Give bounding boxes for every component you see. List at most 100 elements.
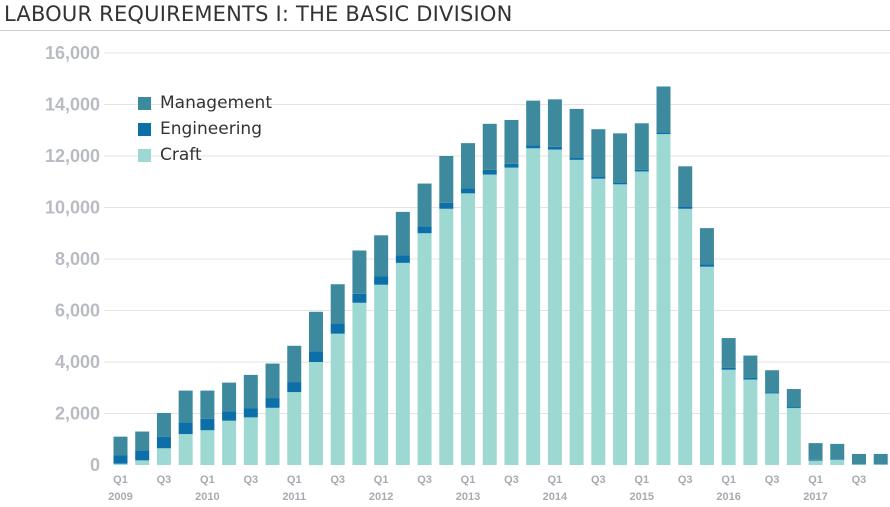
x-tick-label: Q1 bbox=[461, 474, 476, 486]
x-year-label: 2010 bbox=[195, 491, 219, 503]
x-tick-label: Q3 bbox=[852, 474, 867, 486]
bar-engineering bbox=[482, 169, 497, 175]
bar-management bbox=[743, 355, 758, 378]
legend: Management Engineering Craft bbox=[138, 90, 272, 168]
legend-swatch bbox=[138, 96, 151, 110]
bar-management bbox=[265, 363, 280, 399]
legend-item-management: Management bbox=[138, 90, 272, 116]
bar-management bbox=[547, 99, 562, 147]
legend-label: Craft bbox=[160, 145, 202, 165]
bar-craft bbox=[243, 417, 258, 465]
bar-craft bbox=[504, 167, 519, 465]
x-year-label: 2013 bbox=[456, 491, 480, 503]
bar-craft bbox=[156, 448, 171, 465]
bar-engineering bbox=[308, 351, 323, 362]
bar-craft bbox=[526, 148, 541, 465]
bar-craft bbox=[222, 420, 237, 465]
bar-management bbox=[439, 156, 454, 203]
y-tick-label: 2,000 bbox=[55, 404, 100, 424]
bar-management bbox=[873, 453, 888, 465]
bar-engineering bbox=[721, 367, 736, 370]
bar-craft bbox=[395, 262, 410, 465]
x-year-label: 2009 bbox=[108, 491, 132, 503]
bar-engineering bbox=[265, 398, 280, 408]
legend-swatch bbox=[138, 148, 151, 162]
y-tick-label: 16,000 bbox=[45, 43, 100, 63]
x-year-label: 2014 bbox=[543, 491, 568, 503]
bar-management bbox=[699, 228, 714, 265]
y-tick-label: 14,000 bbox=[45, 95, 100, 115]
bar-craft bbox=[743, 379, 758, 465]
bar-craft bbox=[634, 171, 649, 465]
bar-engineering bbox=[417, 226, 432, 234]
x-tick-label: Q3 bbox=[417, 474, 432, 486]
title-divider bbox=[0, 30, 890, 31]
bar-management bbox=[678, 166, 693, 207]
bar-engineering bbox=[504, 163, 519, 168]
bar-engineering bbox=[395, 255, 410, 263]
bar-craft bbox=[786, 408, 801, 465]
bar-management bbox=[461, 143, 476, 189]
x-tick-label: Q3 bbox=[765, 474, 780, 486]
x-tick-label: Q3 bbox=[591, 474, 606, 486]
chart-title: LABOUR REQUIREMENTS I: THE BASIC DIVISIO… bbox=[4, 2, 513, 26]
y-tick-label: 12,000 bbox=[45, 146, 100, 166]
bar-engineering bbox=[808, 459, 823, 461]
bar-management bbox=[786, 389, 801, 408]
bar-management bbox=[830, 443, 845, 460]
bar-craft bbox=[808, 460, 823, 465]
y-axis-ticks: 0 2,000 4,000 6,000 8,000 10,000 12,000 14,000 1… bbox=[45, 43, 100, 475]
bar-engineering bbox=[178, 422, 193, 435]
bar-management bbox=[330, 284, 345, 324]
bar-engineering bbox=[634, 169, 649, 172]
x-tick-label: Q1 bbox=[200, 474, 215, 486]
legend-swatch bbox=[138, 122, 151, 136]
bar-management bbox=[200, 390, 215, 419]
bar-engineering bbox=[765, 392, 780, 394]
legend-item-engineering: Engineering bbox=[138, 116, 272, 142]
bar-engineering bbox=[569, 157, 584, 160]
bar-craft bbox=[200, 430, 215, 465]
bar-craft bbox=[330, 333, 345, 465]
x-tick-label: Q1 bbox=[808, 474, 823, 486]
bar-management bbox=[352, 250, 367, 294]
bar-engineering bbox=[613, 182, 628, 185]
bar-engineering bbox=[439, 202, 454, 209]
x-tick-label: Q1 bbox=[113, 474, 128, 486]
bar-engineering bbox=[547, 146, 562, 150]
bar-management bbox=[656, 86, 671, 133]
bar-craft bbox=[265, 407, 280, 465]
bar-craft bbox=[135, 460, 150, 465]
bar-engineering bbox=[352, 293, 367, 303]
bar-management bbox=[178, 390, 193, 423]
bar-management bbox=[156, 412, 171, 437]
x-tick-label: Q3 bbox=[504, 474, 519, 486]
bar-craft bbox=[374, 284, 389, 465]
bar-craft bbox=[721, 369, 736, 465]
bar-engineering bbox=[222, 411, 237, 421]
bar-craft bbox=[439, 208, 454, 466]
bar-engineering bbox=[743, 377, 758, 380]
bar-engineering bbox=[786, 407, 801, 409]
x-tick-label: Q3 bbox=[243, 474, 258, 486]
x-tick-label: Q1 bbox=[374, 474, 389, 486]
bar-management bbox=[569, 108, 584, 158]
bar-craft bbox=[352, 302, 367, 465]
bar-management bbox=[504, 119, 519, 164]
legend-label: Management bbox=[160, 93, 272, 113]
bar-craft bbox=[699, 266, 714, 465]
y-tick-label: 4,000 bbox=[55, 352, 100, 372]
bar-management bbox=[113, 436, 128, 456]
x-tick-label: Q3 bbox=[678, 474, 693, 486]
bar-management bbox=[721, 338, 736, 368]
bar-engineering bbox=[830, 459, 845, 460]
y-tick-label: 8,000 bbox=[55, 249, 100, 269]
bar-management bbox=[808, 443, 823, 460]
bar-engineering bbox=[526, 145, 541, 149]
bar-management bbox=[417, 183, 432, 227]
x-axis-ticks: Q1 Q3 Q1 Q3 Q1 Q3 Q1 Q3 Q1 Q3 Q1 Q3 Q1 Q3 Q1 Q3 Q1 Q3 2009… bbox=[108, 474, 866, 503]
y-tick-label: 10,000 bbox=[45, 198, 100, 218]
bar-craft bbox=[569, 159, 584, 466]
x-year-label: 2012 bbox=[369, 491, 393, 503]
